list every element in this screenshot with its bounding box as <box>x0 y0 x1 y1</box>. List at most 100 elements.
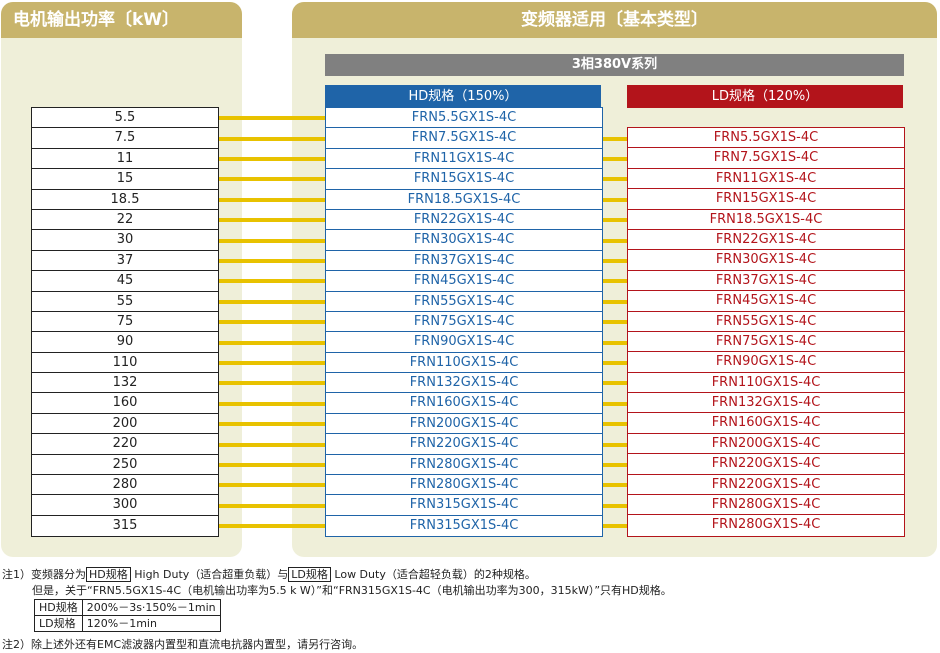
hd-cell: FRN75GX1S-4C <box>326 312 602 333</box>
kw-hd-connector <box>218 218 325 223</box>
ld-cell: FRN5.5GX1S-4C <box>628 128 904 149</box>
hd-cell: FRN55GX1S-4C <box>326 292 602 312</box>
hd-ld-connector <box>602 320 627 325</box>
kw-cell: 132 <box>32 373 218 394</box>
kw-hd-connector <box>218 197 325 202</box>
kw-cell: 200 <box>32 414 218 435</box>
hd-cell: FRN90GX1S-4C <box>326 332 602 353</box>
hd-column: FRN5.5GX1S-4C FRN7.5GX1S-4C FRN11GX1S-4C FR… <box>325 107 603 538</box>
ld-cell: FRN22GX1S-4C <box>628 230 904 251</box>
note-1-line2: 但是，关于“FRN5.5GX1S-4C（电机输出功率为5.5 k W）”和“FR… <box>32 584 672 597</box>
hd-cell: FRN30GX1S-4C <box>326 230 602 251</box>
ld-cell: FRN110GX1S-4C <box>628 373 904 394</box>
kw-hd-connector <box>218 136 325 141</box>
ld-cell: FRN37GX1S-4C <box>628 271 904 292</box>
spec-label: HD规格 <box>34 599 83 616</box>
spec-row-hd: HD规格 200%－3s·150%－1min <box>34 599 221 616</box>
kw-cell: 30 <box>32 230 218 251</box>
kw-hd-connector <box>218 340 325 345</box>
kw-hd-connector <box>218 503 325 508</box>
ld-cell: FRN132GX1S-4C <box>628 393 904 414</box>
hd-cell: FRN160GX1S-4C <box>326 393 602 414</box>
kw-hd-connector <box>218 320 325 325</box>
ld-cell: FRN18.5GX1S-4C <box>628 210 904 230</box>
kw-cell: 45 <box>32 271 218 292</box>
kw-cell: 22 <box>32 210 218 231</box>
ld-cell: FRN15GX1S-4C <box>628 189 904 210</box>
kw-hd-connector <box>218 116 325 121</box>
hd-cell: FRN315GX1S-4C <box>326 495 602 516</box>
kw-hd-connector <box>218 279 325 284</box>
ld-cell: FRN280GX1S-4C <box>628 495 904 516</box>
hd-ld-connector <box>602 463 627 467</box>
kw-hd-connector <box>218 259 325 263</box>
ld-cell: FRN55GX1S-4C <box>628 312 904 332</box>
kw-hd-connector <box>218 483 325 488</box>
kw-cell: 11 <box>32 149 218 170</box>
hd-cell: FRN11GX1S-4C <box>326 149 602 170</box>
hd-ld-connector <box>602 157 627 161</box>
kw-hd-connector <box>218 422 325 427</box>
hd-ld-connector <box>602 238 627 243</box>
kw-hd-connector <box>218 238 325 243</box>
hd-ld-connector <box>602 340 627 345</box>
spec-value: 120%－1min <box>81 615 221 632</box>
note1-ld-box: LD规格 <box>288 567 331 582</box>
hd-cell: FRN37GX1S-4C <box>326 251 602 272</box>
hd-cell: FRN7.5GX1S-4C <box>326 128 602 149</box>
kw-hd-connector <box>218 299 325 304</box>
hd-cell: FRN22GX1S-4C <box>326 210 602 231</box>
kw-cell: 315 <box>112 517 138 533</box>
hd-ld-connector <box>602 136 627 141</box>
kw-cell: 90 <box>32 332 218 353</box>
kw-cell: 37 <box>32 251 218 272</box>
kw-hd-connector <box>218 361 325 365</box>
kw-cell: 280 <box>32 475 218 496</box>
kw-hd-connector <box>218 381 325 386</box>
hd-ld-connector <box>602 218 627 223</box>
hd-ld-connector <box>602 422 627 427</box>
kw-cell: 250 <box>32 455 218 476</box>
note1-mid: High Duty（适合超重负载）与 <box>130 568 289 581</box>
ld-cell: FRN45GX1S-4C <box>628 291 904 312</box>
note1-suffix: Low Duty（适合超轻负载）的2种规格。 <box>330 568 536 581</box>
hd-cell: FRN18.5GX1S-4C <box>326 190 602 210</box>
hd-cell: FRN132GX1S-4C <box>326 373 602 394</box>
kw-column: 5.5 7.5 11 15 18.5 22 30 37 45 55 75 90 110 132 160 200… <box>31 107 219 538</box>
hd-ld-connector <box>602 279 627 284</box>
hd-cell: FRN110GX1S-4C <box>326 353 602 374</box>
ld-header: LD规格（120%） <box>627 85 903 108</box>
note1-hd-box: HD规格 <box>86 567 131 582</box>
hd-cell: FRN315GX1S-4C <box>409 517 519 533</box>
spec-value: 200%－3s·150%－1min <box>81 599 221 616</box>
kw-cell: 15 <box>32 169 218 190</box>
ld-column: FRN5.5GX1S-4C FRN7.5GX1S-4C FRN11GX1S-4C FR… <box>627 127 905 537</box>
ld-cell: FRN200GX1S-4C <box>628 434 904 455</box>
kw-cell: 300 <box>32 495 218 516</box>
hd-ld-connector <box>602 361 627 365</box>
kw-cell: 110 <box>32 353 218 374</box>
kw-hd-connector <box>218 463 325 467</box>
kw-cell: 75 <box>32 312 218 333</box>
note1-prefix: 注1）变频器分为 <box>2 568 86 581</box>
hd-cell: FRN220GX1S-4C <box>326 434 602 455</box>
motor-output-title: 电机输出功率〔kW〕 <box>1 2 242 38</box>
kw-cell: 18.5 <box>32 190 218 210</box>
hd-ld-connector <box>602 381 627 386</box>
spec-table: HD规格 200%－3s·150%－1min LD规格 120%－1min <box>34 599 221 632</box>
kw-cell: 7.5 <box>32 128 218 149</box>
hd-ld-connector <box>602 177 627 182</box>
hd-ld-connector <box>602 483 627 488</box>
kw-hd-connector <box>218 401 325 406</box>
ld-cell: FRN11GX1S-4C <box>628 169 904 190</box>
hd-cell: FRN200GX1S-4C <box>326 414 602 435</box>
ld-cell: FRN7.5GX1S-4C <box>628 148 904 169</box>
ld-cell: FRN90GX1S-4C <box>628 352 904 373</box>
hd-header: HD规格（150%） <box>325 85 601 108</box>
ld-cell: FRN75GX1S-4C <box>628 332 904 353</box>
kw-hd-connector <box>218 157 325 161</box>
hd-cell: FRN45GX1S-4C <box>326 271 602 292</box>
hd-cell: FRN280GX1S-4C <box>326 455 602 476</box>
hd-ld-connector <box>602 401 627 406</box>
spec-label: LD规格 <box>34 615 83 632</box>
